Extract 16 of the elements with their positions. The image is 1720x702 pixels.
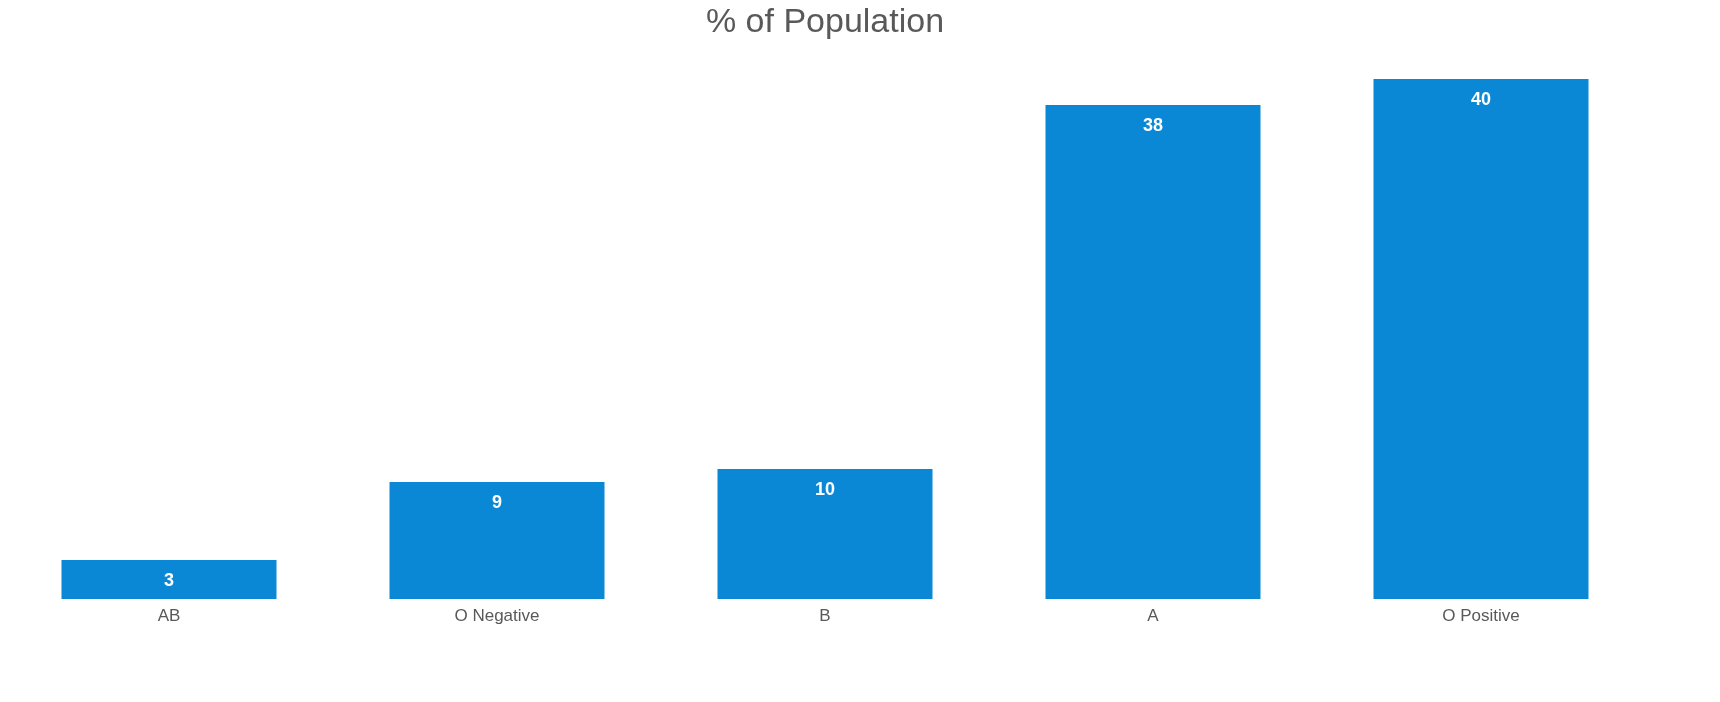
- bar: [1373, 79, 1589, 599]
- chart-title: % of Population: [705, 1, 945, 39]
- x-tick-label: O Negative: [454, 605, 540, 625]
- data-label: 9: [491, 492, 503, 512]
- data-label: 10: [814, 479, 836, 499]
- x-tick-label: O Positive: [1442, 605, 1520, 625]
- x-tick-label: AB: [157, 605, 181, 625]
- data-label: 38: [1142, 115, 1164, 135]
- bar: [61, 560, 277, 599]
- x-tick-label: B: [819, 605, 831, 625]
- bar: [389, 482, 605, 599]
- data-label: 3: [163, 570, 175, 590]
- bar: [717, 469, 933, 599]
- bar: [1045, 105, 1261, 599]
- data-label: 40: [1470, 89, 1492, 109]
- x-tick-label: A: [1147, 605, 1160, 625]
